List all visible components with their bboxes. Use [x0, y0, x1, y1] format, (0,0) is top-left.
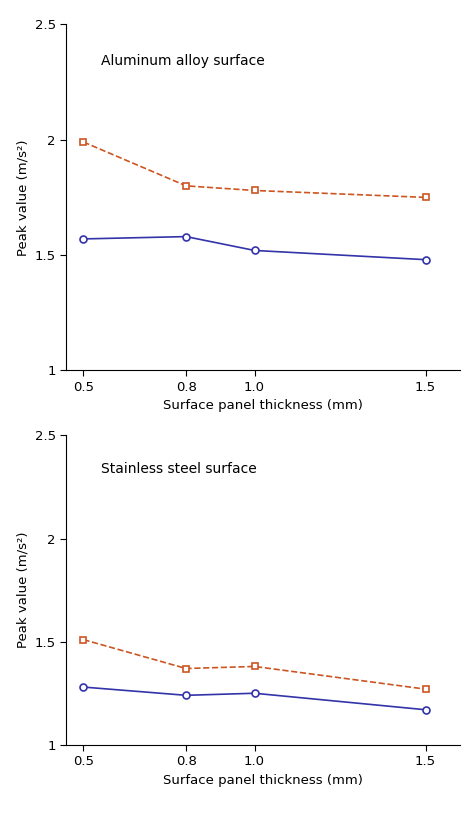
X-axis label: Surface panel thickness (mm): Surface panel thickness (mm) — [163, 774, 363, 787]
Text: Stainless steel surface: Stainless steel surface — [100, 462, 256, 476]
X-axis label: Surface panel thickness (mm): Surface panel thickness (mm) — [163, 400, 363, 413]
Legend: Birch core, Alder core: Birch core, Alder core — [66, 446, 185, 490]
Text: Aluminum alloy surface: Aluminum alloy surface — [100, 55, 264, 68]
Y-axis label: Peak value (m/s²): Peak value (m/s²) — [16, 532, 29, 649]
Y-axis label: Peak value (m/s²): Peak value (m/s²) — [16, 139, 29, 256]
